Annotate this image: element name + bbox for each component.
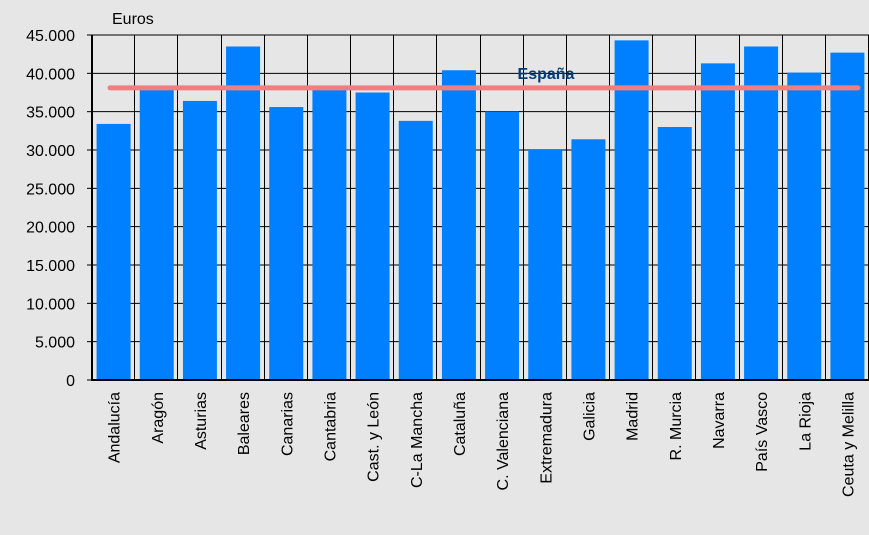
bar-15	[700, 63, 735, 380]
y-tick-label-6: 30.000	[26, 143, 75, 160]
x-tick-label-8: C-La Mancha	[409, 392, 426, 488]
bar-12	[571, 139, 606, 380]
x-tick-label-10: C. Valenciana	[495, 392, 512, 491]
bar-10	[485, 111, 520, 381]
x-tick-label-3: Asturias	[193, 392, 210, 450]
bar-17	[787, 72, 822, 381]
bar-5	[269, 107, 304, 381]
bar-2	[139, 87, 174, 380]
x-tick-label-16: País Vasco	[754, 392, 771, 472]
bar-18	[830, 52, 865, 381]
bar-7	[355, 92, 390, 380]
bar-14	[657, 127, 692, 380]
x-tick-label-4: Baleares	[236, 392, 253, 455]
y-tick-label-1: 5.000	[35, 335, 75, 352]
bar-13	[614, 40, 649, 380]
bar-3	[182, 100, 217, 380]
x-tick-label-11: Extremadura	[538, 392, 555, 484]
bar-8	[398, 120, 433, 380]
bar-6	[312, 89, 347, 380]
x-tick-label-18: Ceuta y Melilla	[840, 392, 857, 497]
x-tick-label-17: La Rioja	[797, 392, 814, 451]
x-tick-label-15: Navarra	[711, 392, 728, 449]
y-tick-label-8: 40.000	[26, 66, 75, 83]
bar-16	[744, 46, 779, 380]
x-tick-label-6: Cantabria	[322, 392, 339, 461]
x-tick-label-7: Cast. y León	[366, 392, 383, 482]
bar-11	[528, 150, 563, 380]
y-tick-label-3: 15.000	[26, 258, 75, 275]
bar-4	[226, 46, 261, 380]
y-tick-label-2: 10.000	[26, 296, 75, 313]
x-tick-label-1: Andalucía	[107, 392, 124, 463]
x-tick-label-2: Aragón	[150, 392, 167, 444]
y-tick-label-0: 0	[66, 373, 75, 390]
x-tick-label-12: Galicia	[581, 392, 598, 441]
x-tick-label-14: R. Murcia	[668, 392, 685, 461]
x-tick-label-5: Canarias	[279, 392, 296, 456]
y-tick-label-4: 20.000	[26, 220, 75, 237]
x-tick-label-13: Madrid	[625, 392, 642, 441]
bar-9	[441, 70, 476, 381]
y-tick-label-5: 25.000	[26, 181, 75, 198]
x-tick-label-9: Cataluña	[452, 392, 469, 456]
reference-line-label: España	[518, 66, 575, 83]
y-axis-label: Euros	[112, 11, 154, 28]
bar-1	[96, 123, 131, 380]
y-tick-label-9: 45.000	[26, 28, 75, 45]
y-tick-label-7: 35.000	[26, 105, 75, 122]
